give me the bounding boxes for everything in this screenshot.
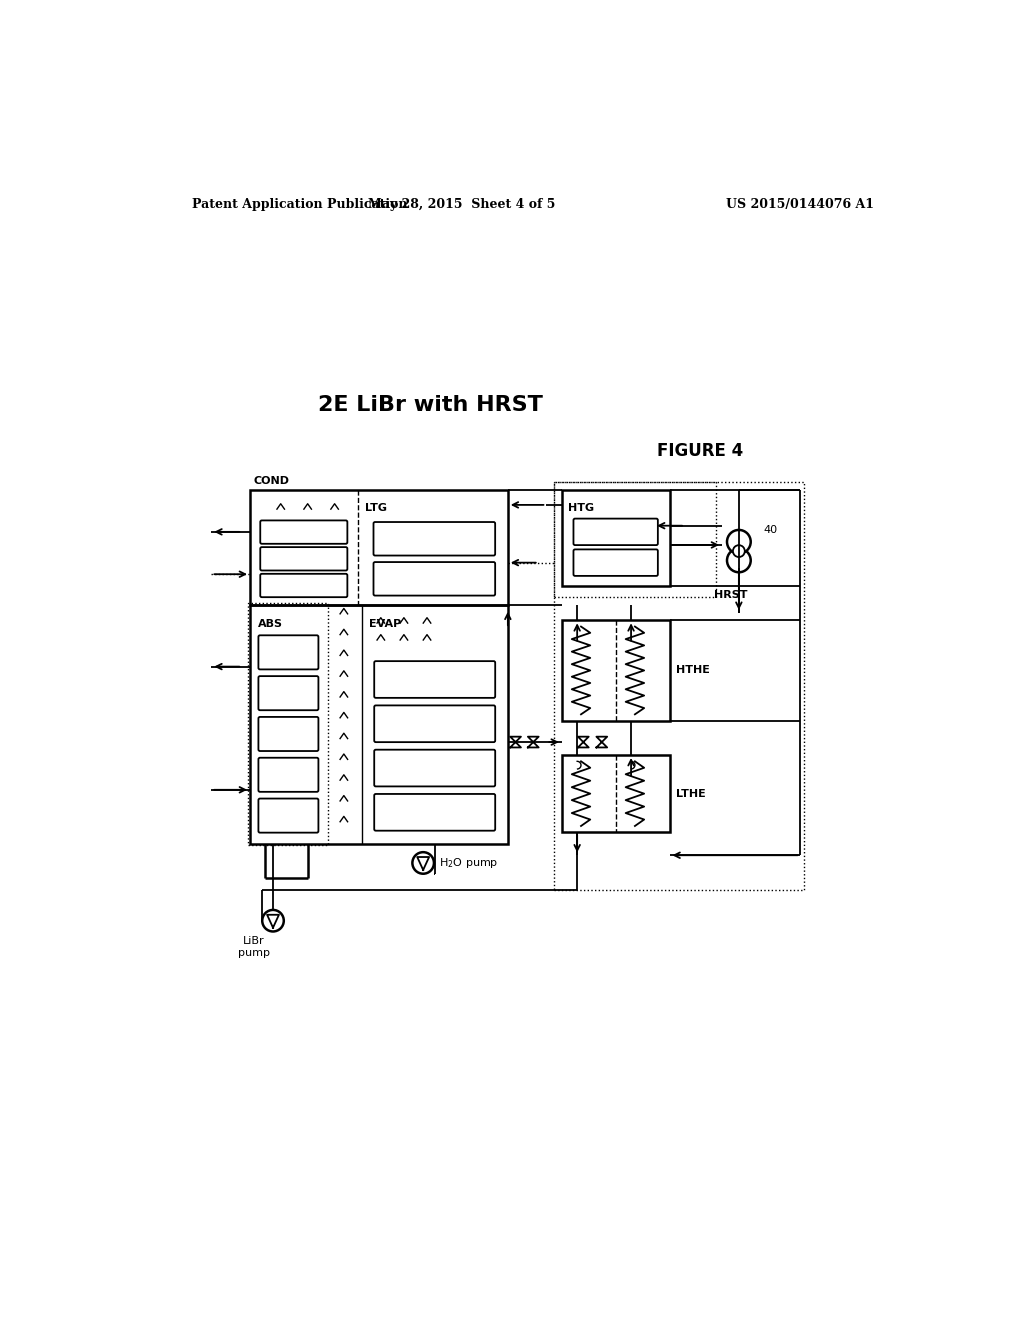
Text: 40: 40 [764,524,777,535]
Text: US 2015/0144076 A1: US 2015/0144076 A1 [726,198,874,211]
Bar [562,755,670,832]
Text: May 28, 2015  Sheet 4 of 5: May 28, 2015 Sheet 4 of 5 [368,198,555,211]
Text: EVAP: EVAP [370,619,401,628]
Bar [250,490,508,605]
Text: ABS: ABS [258,619,283,628]
Text: HTG: HTG [568,503,594,513]
Circle shape [733,545,744,557]
Text: COND: COND [254,475,290,486]
Circle shape [262,909,284,932]
Text: 2E LiBr with HRST: 2E LiBr with HRST [318,395,544,414]
Text: HTHE: HTHE [676,665,710,676]
Text: HRST: HRST [715,590,748,599]
Bar [249,603,329,845]
Bar [554,482,716,598]
Bar [562,620,670,721]
Text: FIGURE 4: FIGURE 4 [657,442,743,459]
Text: LiBr
pump: LiBr pump [238,936,269,958]
Text: Patent Application Publication: Patent Application Publication [193,198,408,211]
Bar [562,490,670,586]
Bar [250,605,508,843]
Circle shape [727,529,751,553]
Circle shape [727,549,751,573]
Circle shape [413,853,434,874]
Text: H$_2$O pump: H$_2$O pump [438,855,498,870]
Text: LTG: LTG [366,503,387,513]
Text: LTHE: LTHE [676,788,706,799]
Bar [554,482,804,890]
